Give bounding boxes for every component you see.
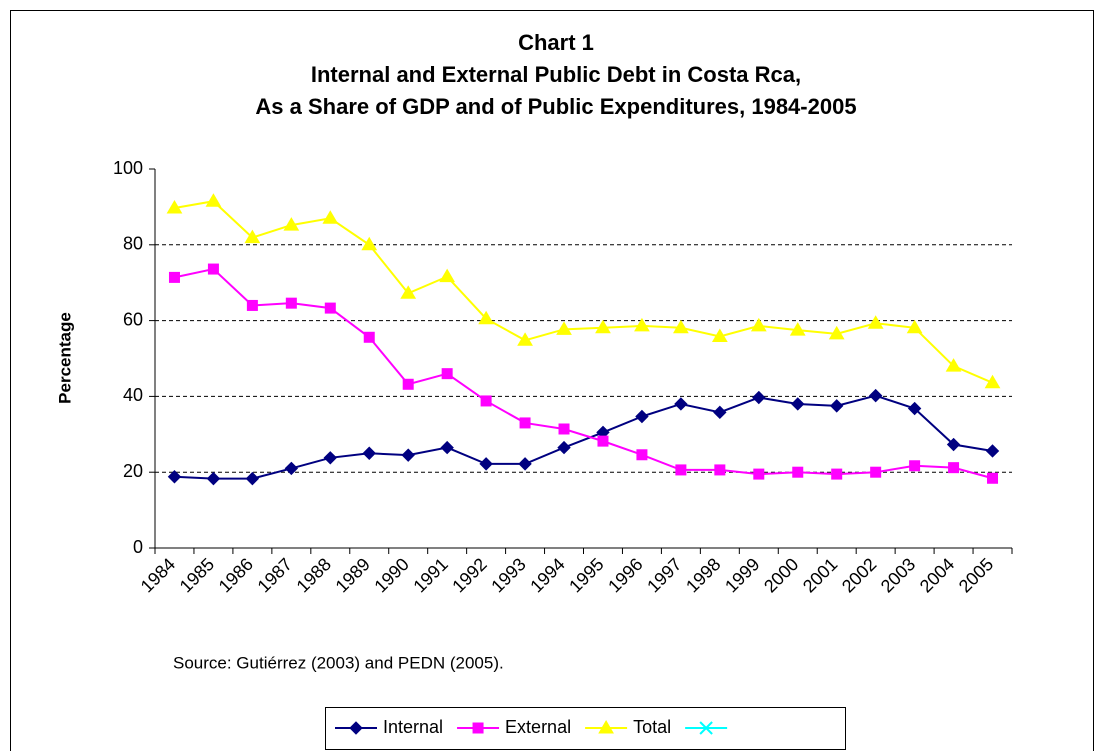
data-point [440,440,454,455]
data-point [557,440,571,455]
data-point [675,464,687,476]
legend-marker [349,721,363,735]
data-point [673,319,689,334]
chart-title: As a Share of GDP and of Public Expendit… [255,94,856,119]
data-point [595,319,611,334]
series-line [174,394,993,480]
data-point [753,468,765,480]
y-axis-label: Percentage [55,312,74,404]
data-point [206,471,221,486]
data-point [945,358,962,372]
y-tick-label: 40 [123,385,143,405]
data-point [909,460,921,472]
data-point [870,466,882,478]
legend-marker [472,722,484,734]
data-point [285,297,297,309]
data-point [245,471,260,486]
data-point [363,331,375,343]
data-point [829,399,844,413]
data-point [867,315,884,329]
chart-title: Chart 1 [518,30,594,55]
data-point [752,390,766,405]
data-point [441,368,453,380]
data-point [792,466,804,478]
data-point [791,397,805,411]
data-point [480,395,492,407]
data-point [558,423,570,435]
data-point [828,325,845,340]
data-point [518,457,532,471]
y-tick-label: 100 [113,158,143,178]
data-point [635,409,649,424]
data-point [479,457,493,471]
legend-label: External [505,717,571,737]
data-point [946,437,961,452]
legend-label: Total [633,717,671,737]
y-tick-label: 0 [133,537,143,557]
data-point [868,388,883,403]
data-point [207,263,219,275]
data-point [362,446,376,460]
y-tick-label: 60 [123,309,143,329]
source-note: Source: Gutiérrez (2003) and PEDN (2005)… [173,653,504,672]
chart-title: Internal and External Public Debt in Cos… [311,62,801,87]
data-point [984,374,1001,389]
data-point [400,285,417,299]
data-point [831,468,843,480]
data-point [167,470,182,484]
data-point [478,310,494,325]
legend-marker [699,721,713,735]
data-point [361,236,378,251]
data-point [906,319,923,334]
data-point [246,299,258,311]
data-point [205,193,222,207]
data-point [323,451,338,465]
data-point [713,405,727,420]
data-point [948,462,960,474]
data-point [714,464,726,476]
data-point [674,397,688,411]
data-point [402,378,414,390]
chart-frame [10,10,1094,756]
data-point [284,461,299,476]
data-point [789,322,806,336]
legend-marker [598,720,614,734]
data-point [168,271,180,283]
data-point [597,435,609,447]
data-point [519,417,531,429]
y-tick-label: 80 [123,234,143,254]
data-point [711,328,728,343]
data-point [985,444,1000,458]
data-point [987,472,999,484]
data-point [517,332,533,346]
data-point [556,321,572,335]
legend-label: Internal [383,717,443,737]
data-point [907,401,922,416]
series-line [174,267,993,480]
data-point [324,302,336,314]
data-point [636,449,648,461]
data-point [166,200,183,214]
data-point [322,210,339,224]
data-point [283,217,300,231]
data-point [634,317,650,332]
data-point [401,448,415,462]
data-point [750,317,767,332]
series-line [174,200,993,384]
data-point [244,229,261,244]
data-point [439,268,456,283]
y-tick-label: 20 [123,461,143,481]
